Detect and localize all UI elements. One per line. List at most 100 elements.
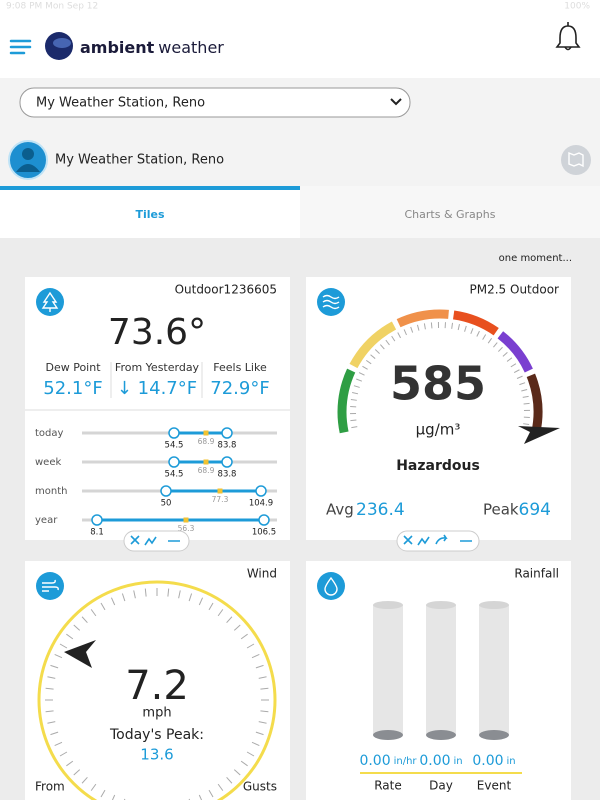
rain-tube-bottom: [479, 730, 509, 740]
wind-unit: mph: [142, 706, 171, 721]
avatar-body: [16, 164, 40, 172]
gauge-tick: [350, 398, 357, 401]
range-avg-marker: [203, 430, 209, 436]
rain-label: Rate: [374, 779, 402, 793]
tile-title: Wind: [247, 567, 277, 581]
compass-tick: [178, 590, 181, 599]
station-select-text: My Weather Station, Reno: [36, 96, 205, 111]
tab-tiles[interactable]: [0, 190, 300, 238]
rain-tube-top: [479, 601, 509, 609]
rain-unit: in: [507, 756, 516, 767]
gauge-tick: [510, 363, 517, 368]
gauge-tick: [370, 354, 376, 359]
logo-shine: [53, 38, 71, 48]
compass-tick: [217, 609, 224, 617]
peak-label: Peak: [483, 501, 519, 519]
gauge-tick: [374, 349, 380, 355]
gauge-tick: [423, 323, 426, 330]
gauge-pointer: [518, 426, 560, 444]
logo-bold: ambient: [80, 38, 155, 57]
wind-pointer: [64, 640, 96, 668]
logo-light: weather: [158, 38, 224, 57]
gauge-tick: [513, 369, 520, 374]
compass-tick: [246, 751, 255, 757]
tree-icon: [41, 291, 59, 312]
compass-tick: [73, 769, 81, 776]
range-low: 54.5: [165, 470, 184, 480]
menu-button[interactable]: [9, 39, 32, 55]
compass-tick: [217, 783, 224, 791]
rain-reading: 0.00 in: [419, 753, 462, 769]
compass-tick: [251, 653, 260, 659]
tab-label: Charts & Graphs: [404, 208, 495, 221]
wind-tile[interactable]: [25, 561, 290, 800]
tab-charts[interactable]: [300, 186, 600, 238]
rain-label: Event: [477, 779, 512, 793]
compass-tick: [45, 687, 54, 690]
air-icon: [322, 294, 340, 310]
rain-reading: 0.00 in/hr: [359, 753, 417, 769]
range-avg: 68.9: [198, 466, 215, 475]
compass-tick: [66, 760, 74, 767]
gauge-band: [452, 310, 499, 336]
range-label: month: [35, 486, 67, 497]
range-avg: 77.3: [212, 495, 229, 504]
compass-tick: [226, 616, 233, 624]
gauge-band: [497, 331, 533, 373]
range-avg: 68.9: [198, 437, 215, 446]
compass-tick: [73, 624, 81, 631]
range-label: week: [35, 457, 61, 468]
compass-tick: [255, 731, 264, 736]
compass-tick: [198, 597, 204, 606]
stat-label: Feels Like: [213, 361, 267, 374]
range-high-marker: [258, 514, 270, 526]
gauge-tick: [379, 344, 385, 350]
map-button[interactable]: [561, 145, 591, 175]
pm25-value: 585: [390, 357, 486, 411]
outdoor-toolbar[interactable]: [123, 530, 190, 552]
compass-tick: [47, 721, 56, 724]
gauge-tick: [493, 342, 498, 348]
compass-tick: [233, 624, 241, 631]
drop-icon: [324, 576, 338, 596]
status-time: 9:08 PM Mon Sep 12: [6, 2, 98, 12]
tile-title: Rainfall: [514, 567, 559, 581]
range-low: 50: [161, 499, 172, 509]
range-low: 54.5: [165, 441, 184, 451]
compass-tick: [90, 783, 97, 791]
status-message: one moment...: [499, 253, 572, 264]
compass-tick: [100, 789, 106, 798]
gauge-tick: [523, 423, 530, 426]
pm25-tile[interactable]: [306, 277, 571, 540]
avg-value: 236.4: [356, 500, 405, 520]
compass-tick: [258, 676, 267, 679]
rain-value: 0.00: [359, 753, 390, 769]
peak-label: Today's Peak:: [109, 727, 204, 743]
tile-icon: [36, 572, 64, 600]
gauge-tick: [522, 395, 529, 398]
outdoor-tile[interactable]: [25, 277, 290, 540]
compass-tick: [111, 794, 116, 800]
compass-tick: [66, 633, 74, 640]
peak-value: 13.6: [140, 746, 173, 764]
compass-tick: [133, 590, 136, 599]
notifications-button[interactable]: [555, 22, 581, 51]
map-icon: [568, 151, 584, 168]
tile-icon: [317, 572, 345, 600]
pm25-level: Hazardous: [396, 458, 480, 474]
rain-tube: [426, 605, 456, 735]
gauge-tick: [470, 328, 474, 335]
station-select[interactable]: [19, 87, 411, 118]
range-high: 83.8: [218, 470, 237, 480]
compass-tick: [240, 760, 248, 767]
gauge-tick: [410, 326, 414, 333]
range-avg-marker: [203, 459, 209, 465]
pm25-toolbar[interactable]: [396, 530, 480, 552]
wind-icon: [42, 579, 59, 592]
gauge-tick: [506, 357, 513, 362]
range-low-marker: [168, 427, 180, 439]
gauge-tick: [403, 329, 407, 336]
compass-tick: [59, 751, 68, 757]
compass-tick: [198, 794, 203, 800]
range-low-marker: [91, 514, 103, 526]
